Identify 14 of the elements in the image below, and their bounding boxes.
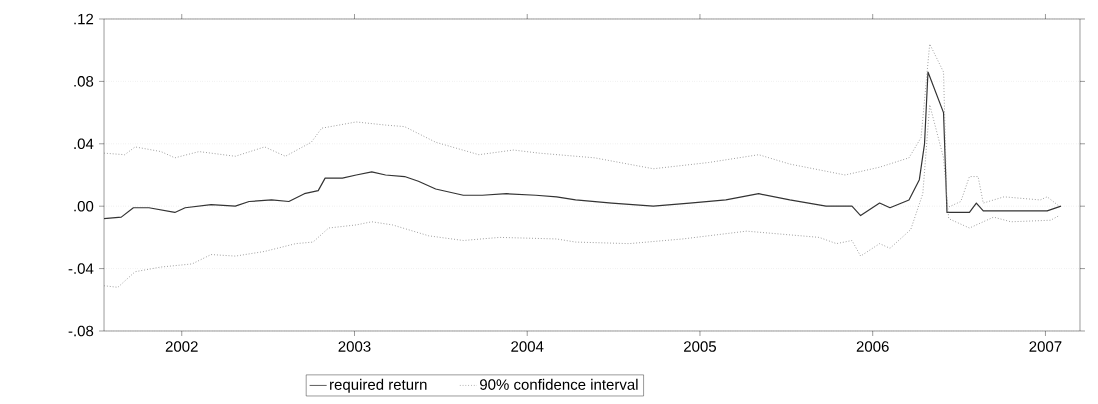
y-tick-label: .04 [74,138,94,150]
y-tick-label: -.04 [68,263,94,274]
y-tick-label: -.08 [68,325,94,337]
x-tick-label: 2002 [165,341,198,352]
y-tick-label: .00 [74,200,94,212]
y-tick-label: .08 [74,76,94,87]
legend-label: 90% confidence interval [480,378,638,390]
x-tick-label: 2004 [511,341,544,352]
x-tick-label: 2007 [1029,341,1062,352]
legend-label: required return [330,378,427,393]
x-tick-label: 2006 [856,341,889,352]
x-tick-label: 2005 [684,341,717,352]
x-tick-label: 2003 [338,341,371,352]
y-tick-label: .12 [74,13,94,25]
